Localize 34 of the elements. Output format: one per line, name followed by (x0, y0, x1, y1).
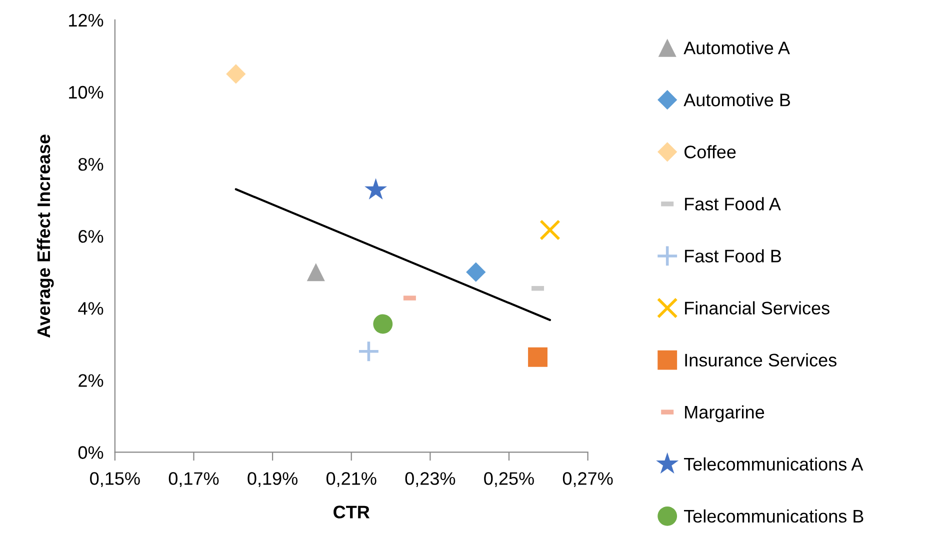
legend-label: Financial Services (685, 301, 830, 314)
legend-label: Telecommunications B (684, 509, 864, 523)
x-axis-title: CTR (334, 506, 370, 518)
x-tick-label: 0,17% (168, 472, 219, 488)
point (540, 220, 560, 240)
legend-label: Fast Food B (685, 249, 781, 262)
y-tick-label: 8% (78, 158, 104, 171)
x-tick-label: 0,25% (484, 472, 534, 488)
point (364, 178, 388, 200)
x-tick-label: 0,27% (562, 472, 613, 488)
legend-label: Coffee (684, 145, 736, 158)
y-axis-title: Average Effect Increase (36, 134, 54, 338)
legend-label: Automotive B (684, 93, 790, 106)
x-tick-label: 0,19% (248, 472, 298, 488)
x-tick-label: 0,15% (90, 472, 140, 488)
point (306, 263, 325, 282)
legend-label: Margarine (685, 405, 764, 422)
point (358, 340, 380, 362)
point (466, 262, 486, 282)
legend-label: Fast Food A (685, 197, 781, 210)
y-tick-label: 12% (69, 14, 104, 27)
x-tick-label: 0,23% (405, 472, 456, 488)
point (373, 314, 393, 334)
legend-label: Automotive A (684, 41, 790, 54)
x-tick-label: 0,21% (326, 472, 376, 488)
point (226, 64, 246, 84)
y-tick-label: 2% (78, 374, 104, 387)
legend-label: Telecommunications A (684, 457, 864, 471)
y-tick-label: 10% (69, 86, 104, 99)
legend-label: Insurance Services (685, 353, 836, 367)
y-tick-label: 0% (78, 446, 104, 459)
point (528, 347, 548, 367)
y-tick-label: 6% (78, 230, 104, 243)
y-tick-label: 4% (78, 302, 104, 315)
